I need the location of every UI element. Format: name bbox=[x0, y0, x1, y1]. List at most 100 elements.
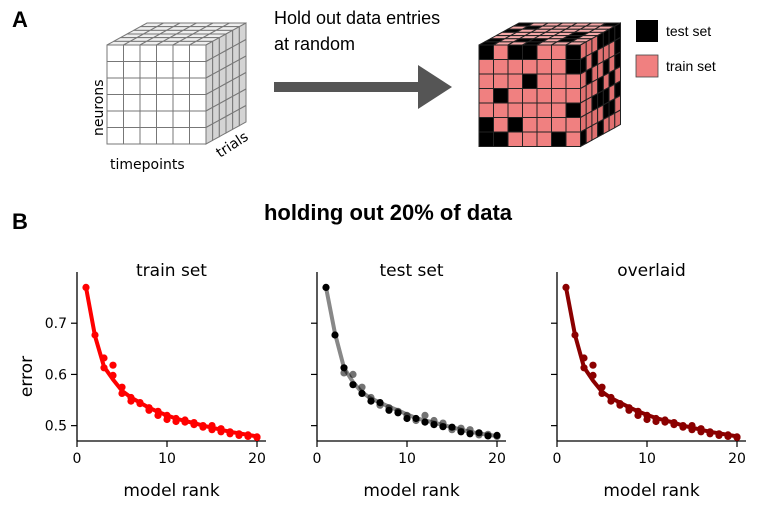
cube-cell bbox=[522, 73, 538, 89]
data-point bbox=[331, 331, 339, 339]
cube-cell bbox=[172, 77, 190, 95]
data-point bbox=[118, 383, 126, 391]
data-point bbox=[580, 364, 588, 372]
legend: test set train set bbox=[635, 20, 716, 78]
cube-cell bbox=[551, 102, 567, 118]
data-point bbox=[181, 416, 189, 424]
x-tick-label: 20 bbox=[728, 451, 746, 467]
cube-cell bbox=[218, 115, 227, 138]
x-tick-label: 10 bbox=[158, 451, 176, 467]
cube-cell bbox=[156, 110, 174, 128]
data-point bbox=[358, 389, 366, 397]
chart-2: 0 10 20 test set model rank bbox=[311, 261, 506, 501]
panel-a-letter: A bbox=[12, 7, 28, 32]
data-point bbox=[598, 383, 606, 391]
data-point bbox=[571, 331, 579, 339]
cube-cell bbox=[565, 44, 581, 60]
cube-cell bbox=[478, 59, 494, 75]
data-point bbox=[616, 401, 624, 409]
cube-cell bbox=[493, 59, 509, 75]
data-point bbox=[697, 425, 705, 433]
cube-cell bbox=[478, 117, 494, 133]
full-data-cube bbox=[106, 22, 247, 145]
cube-cell bbox=[551, 117, 567, 133]
arrow-shaft bbox=[274, 82, 422, 92]
cube-cell bbox=[551, 88, 567, 104]
cube-cell bbox=[156, 61, 174, 79]
data-point bbox=[724, 432, 732, 440]
x-axis-label: model rank bbox=[363, 481, 460, 501]
chart-title: overlaid bbox=[617, 261, 686, 281]
cube-cell bbox=[507, 44, 523, 60]
cube-cell bbox=[493, 88, 509, 104]
cube-cell bbox=[507, 88, 523, 104]
data-point bbox=[190, 421, 198, 429]
cube-cell bbox=[551, 59, 567, 75]
x-tick-label: 0 bbox=[553, 451, 562, 467]
cube-cell bbox=[536, 44, 552, 60]
cube-cell bbox=[493, 117, 509, 133]
cube-cell bbox=[522, 102, 538, 118]
chart-1: 0 10 20 0.5 0.6 0.7 train set model rank error bbox=[17, 261, 266, 501]
cube-cell bbox=[536, 102, 552, 118]
data-point bbox=[412, 416, 420, 425]
cube-cell bbox=[478, 88, 494, 104]
cube-cell bbox=[156, 127, 174, 145]
cube-cell bbox=[551, 131, 567, 147]
cube-cell bbox=[493, 44, 509, 60]
cube-cell bbox=[189, 77, 207, 95]
cube-cell bbox=[123, 61, 141, 79]
data-point bbox=[340, 364, 348, 372]
data-point bbox=[403, 414, 411, 423]
cube-cell bbox=[493, 131, 509, 147]
arrow-head bbox=[418, 65, 452, 109]
data-point bbox=[457, 428, 465, 436]
legend-label-train: train set bbox=[666, 58, 716, 74]
data-point bbox=[91, 331, 99, 339]
cube-cell bbox=[106, 94, 124, 112]
cube-cell bbox=[478, 131, 494, 147]
cube-cell bbox=[106, 61, 124, 79]
x-tick-label: 0 bbox=[313, 451, 322, 467]
cube-cell bbox=[551, 44, 567, 60]
cube-cell bbox=[139, 61, 157, 79]
cube-cell bbox=[139, 44, 157, 62]
series-line bbox=[324, 285, 499, 438]
data-point bbox=[493, 432, 501, 440]
data-point bbox=[715, 431, 723, 439]
data-point bbox=[208, 422, 216, 430]
cube-cell bbox=[123, 110, 141, 128]
cube-cell bbox=[565, 131, 581, 147]
cube-cell bbox=[106, 77, 124, 95]
cube-cell bbox=[522, 44, 538, 60]
cube-cell bbox=[123, 44, 141, 62]
axis-label-neurons: neurons bbox=[91, 79, 107, 136]
cube-cell bbox=[212, 119, 220, 142]
cube-cell bbox=[602, 115, 610, 135]
data-point bbox=[580, 354, 588, 362]
cube-cell bbox=[139, 127, 157, 145]
data-point bbox=[661, 416, 669, 424]
data-point bbox=[154, 411, 162, 419]
cube-cell bbox=[522, 88, 538, 104]
data-point bbox=[670, 421, 678, 429]
cube-cell bbox=[507, 131, 523, 147]
data-point bbox=[235, 431, 243, 439]
cube-cell bbox=[106, 127, 124, 145]
cube-cell bbox=[238, 104, 247, 127]
y-tick-label: 0.7 bbox=[45, 316, 67, 332]
cube-cell bbox=[591, 121, 599, 142]
cube-cell bbox=[585, 124, 593, 145]
data-point bbox=[172, 417, 180, 426]
data-point bbox=[118, 389, 126, 397]
x-tick-label: 20 bbox=[488, 451, 506, 467]
cube-cell bbox=[225, 111, 234, 134]
x-tick-label: 0 bbox=[73, 451, 82, 467]
data-point bbox=[679, 422, 687, 430]
data-point bbox=[385, 406, 393, 414]
data-point bbox=[145, 406, 153, 414]
cube-cell bbox=[478, 102, 494, 118]
data-point bbox=[643, 411, 651, 419]
charts: 0 10 20 0.5 0.6 0.7 train set model rank error 0 1… bbox=[17, 261, 746, 501]
data-point bbox=[199, 422, 207, 430]
